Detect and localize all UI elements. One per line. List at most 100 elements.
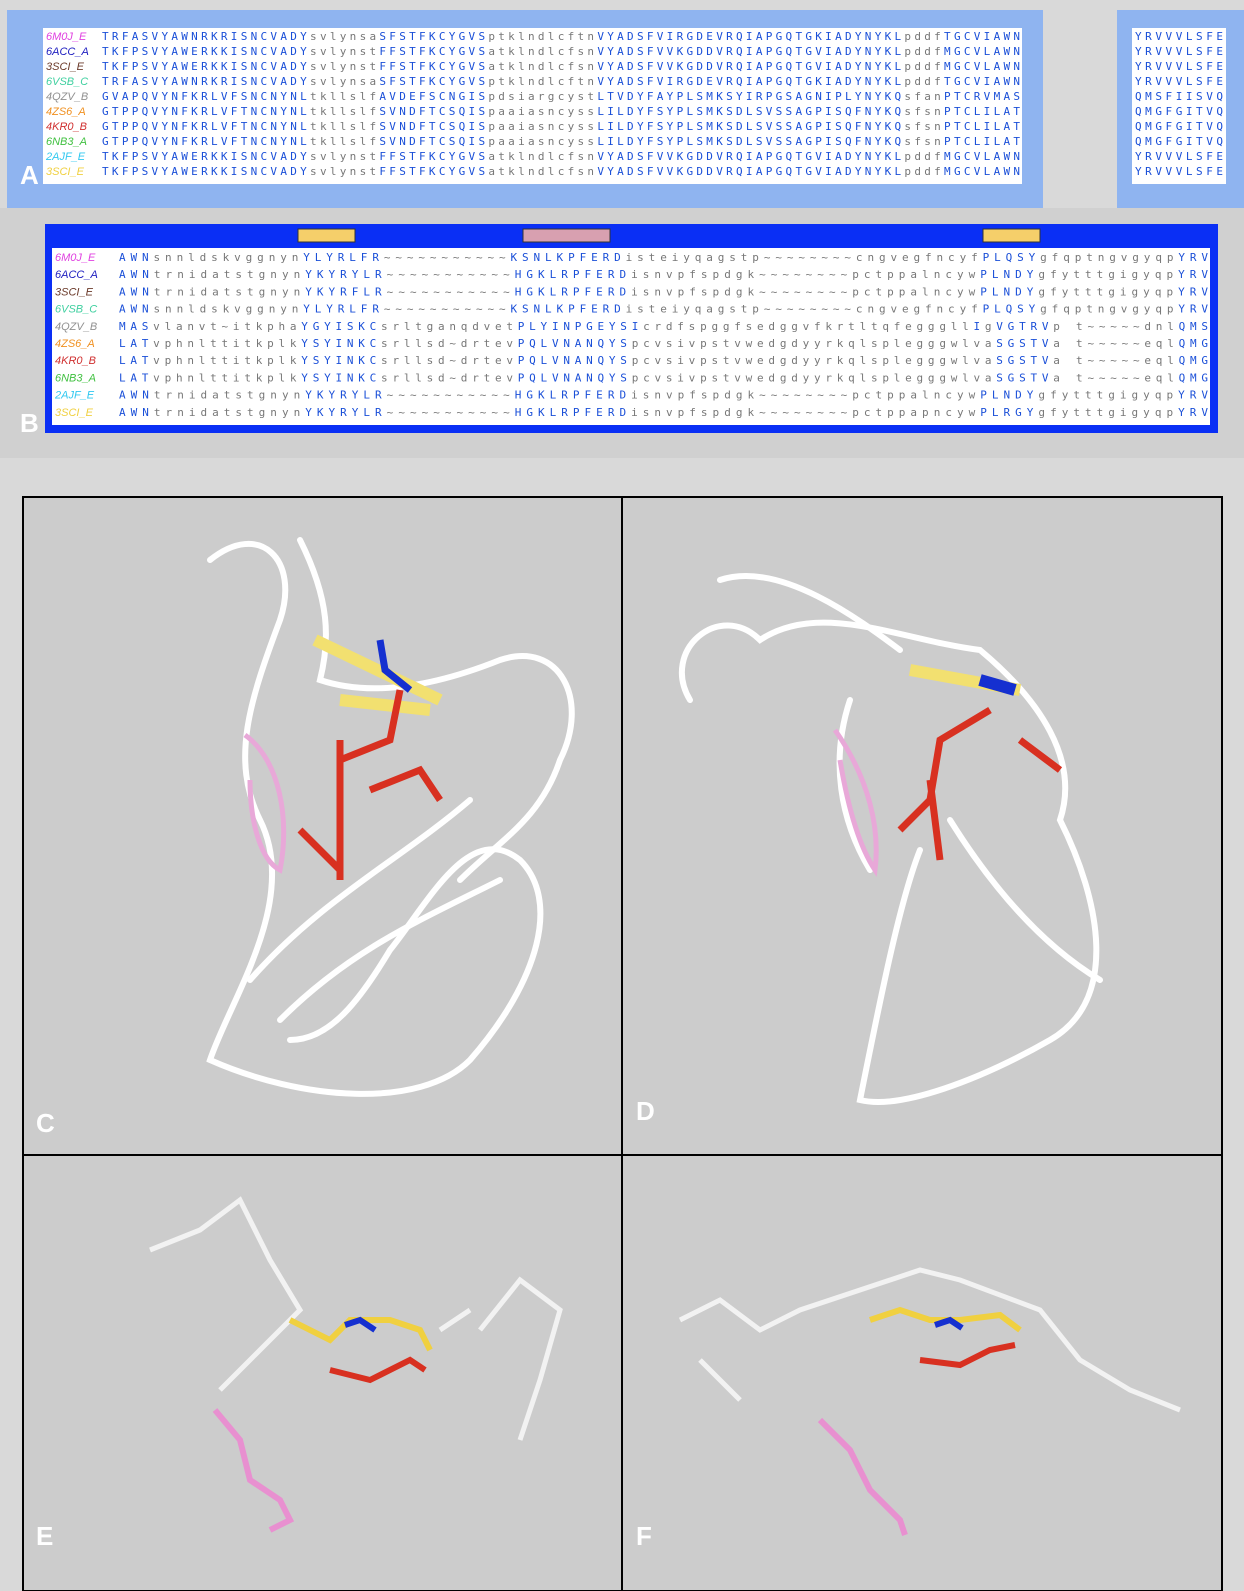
residue-run: YRV — [1178, 389, 1208, 402]
residue-run: FFSTFKCYGVS — [379, 60, 485, 73]
residue-run: ptklndlcftn — [488, 30, 594, 43]
residue-run: LILDYFSYPLSMKSDLSVSSAGPISQFNYKQ — [597, 120, 901, 133]
residue-run: TKFPSVYAWERKKISNCVADY — [102, 60, 307, 73]
residue-run: MAS — [119, 320, 148, 333]
residue-run: VYADSFVIRGDEVRQIAPGQTGKIADYNYKL — [597, 30, 901, 43]
sequence-name: 4ZS6_A — [55, 338, 95, 350]
residue-run: YRVVVLSFE — [1135, 30, 1223, 43]
region-bar — [298, 229, 355, 242]
residue-run: paaiasncyss — [488, 135, 594, 148]
residue-run: svlynsa — [310, 30, 376, 43]
residue-run: g — [985, 320, 992, 333]
sequence-name: 4QZV_B — [55, 321, 97, 333]
residue-run: QMGFGITVQ — [1135, 135, 1223, 148]
residue-run: FFSTFKCYGVS — [379, 45, 485, 58]
sequence-name: 2AJF_E — [54, 390, 95, 402]
sequence-name: 4KR0_B — [55, 355, 96, 367]
residue-run: SVNDFTCSQIS — [379, 105, 485, 118]
residue-run: AVDEFSCNGIS — [379, 90, 485, 103]
sequence-name: 6VSB_C — [55, 304, 97, 316]
residue-run: QMGFGITVQ — [1135, 105, 1223, 118]
sequence-name: 6ACC_A — [55, 269, 98, 281]
residue-run: AWN — [119, 406, 149, 419]
residue-run: LTVDYFAYPLSMKSYIRPGSAGNIPLYNYKQ — [597, 90, 901, 103]
residue-run: AWN — [119, 389, 149, 402]
sequence-name: 6M0J_E — [46, 31, 87, 43]
residue-run: ptklndlcftn — [488, 75, 594, 88]
residue-run: AWN — [119, 285, 149, 298]
residue-run: YRV — [1178, 285, 1208, 298]
residue-run: GTPPQVYNFKRLVFTNCNYNL — [102, 135, 307, 148]
residue-run: YRVVVLSFE — [1135, 60, 1223, 73]
residue-run: QMG — [1179, 337, 1208, 350]
sequence-name: 4ZS6_A — [46, 106, 86, 118]
residue-run: QMG — [1179, 354, 1208, 367]
residue-run: QMSFIISVQ — [1135, 90, 1223, 103]
residue-run: FFSTFKCYGVS — [379, 165, 485, 178]
residue-run: QMGFGITVQ — [1135, 120, 1223, 133]
sequence: YRVVVLSFE — [1135, 150, 1223, 163]
residue-run: YRV — [1178, 406, 1208, 419]
residue-run: TKFPSVYAWERKKISNCVADY — [102, 150, 307, 163]
residue-run: SVNDFTCSQIS — [379, 135, 485, 148]
residue-run: tkllslf — [310, 90, 376, 103]
residue-run: LAT — [119, 337, 149, 350]
residue-run: paaiasncyss — [488, 120, 594, 133]
sequence-name: 6NB3_A — [55, 372, 96, 384]
residue-run: svlynst — [310, 45, 376, 58]
residue-run: AWN — [119, 251, 149, 264]
residue-run: TRFASVYAWNRKRISNCVADY — [102, 75, 307, 88]
residue-run: VYADSFVVKGDDVRQIAPGQTGVIADYNYKL — [597, 60, 901, 73]
residue-run: svlynst — [310, 165, 376, 178]
sequence-name: 4QZV_B — [46, 91, 88, 103]
residue-run: FFSTFKCYGVS — [379, 150, 485, 163]
residue-run: svlynst — [310, 150, 376, 163]
residue-run: tkllslf — [310, 135, 376, 148]
sequence-name: 3SCI_E — [46, 166, 85, 178]
sequence: QMGFGITVQ — [1135, 120, 1223, 133]
residue-run: GVAPQVYNFKRLVFSNCNYNL — [102, 90, 307, 103]
sequence-name: 3SCI_E — [46, 61, 85, 73]
sequence: QMSFIISVQ — [1135, 90, 1223, 103]
residue-run: YRVVVLSFE — [1135, 150, 1223, 163]
panel-label: D — [636, 1096, 655, 1126]
residue-run: LILDYFSYPLSMKSDLSVSSAGPISQFNYKQ — [597, 135, 901, 148]
sequence: YRVVVLSFE — [1135, 30, 1223, 43]
residue-run: TRFASVYAWNRKRISNCVADY — [102, 30, 307, 43]
sequence-name: 3SCI_E — [55, 407, 94, 419]
sequence-name: 6ACC_A — [46, 46, 89, 58]
region-bar — [523, 229, 610, 242]
panel-label: F — [636, 1521, 652, 1551]
region-bar — [983, 229, 1040, 242]
residue-run: YRVVVLSFE — [1135, 165, 1223, 178]
residue-run: LILDYFSYPLSMKSDLSVSSAGPISQFNYKQ — [597, 105, 901, 118]
residue-run: tkllslf — [310, 105, 376, 118]
sequence: QMGFGITVQ — [1135, 135, 1223, 148]
sequence: QMGFGITVQ — [1135, 105, 1223, 118]
panel-label: E — [36, 1521, 53, 1551]
sequence-name: 6M0J_E — [55, 252, 96, 264]
structure-panels — [23, 497, 1222, 1591]
residue-run: YRV — [1178, 251, 1208, 264]
sequence-name: 2AJF_E — [45, 151, 86, 163]
residue-run: SFSTFKCYGVS — [379, 75, 485, 88]
residue-run: atklndlcfsn — [488, 45, 594, 58]
residue-run: VYADSFVIRGDEVRQIAPGQTGKIADYNYKL — [597, 75, 901, 88]
sequence-name: 4KR0_B — [46, 121, 87, 133]
residue-run: YRV — [1178, 268, 1208, 281]
residue-run: paaiasncyss — [488, 105, 594, 118]
sequence-name: 3SCI_E — [55, 286, 94, 298]
residue-run: GTPPQVYNFKRLVFTNCNYNL — [102, 120, 307, 133]
residue-run: svlynsa — [310, 75, 376, 88]
residue-run: QMG — [1179, 371, 1208, 384]
residue-run: TKFPSVYAWERKKISNCVADY — [102, 45, 307, 58]
residue-run: QMS — [1179, 320, 1208, 333]
residue-run: SFSTFKCYGVS — [379, 30, 485, 43]
residue-run: AWN — [119, 303, 149, 316]
panel-label: C — [36, 1108, 55, 1138]
figure: A B — [0, 0, 1244, 1591]
panel-label: A — [20, 160, 39, 190]
residue-run: YRVVVLSFE — [1135, 75, 1223, 88]
